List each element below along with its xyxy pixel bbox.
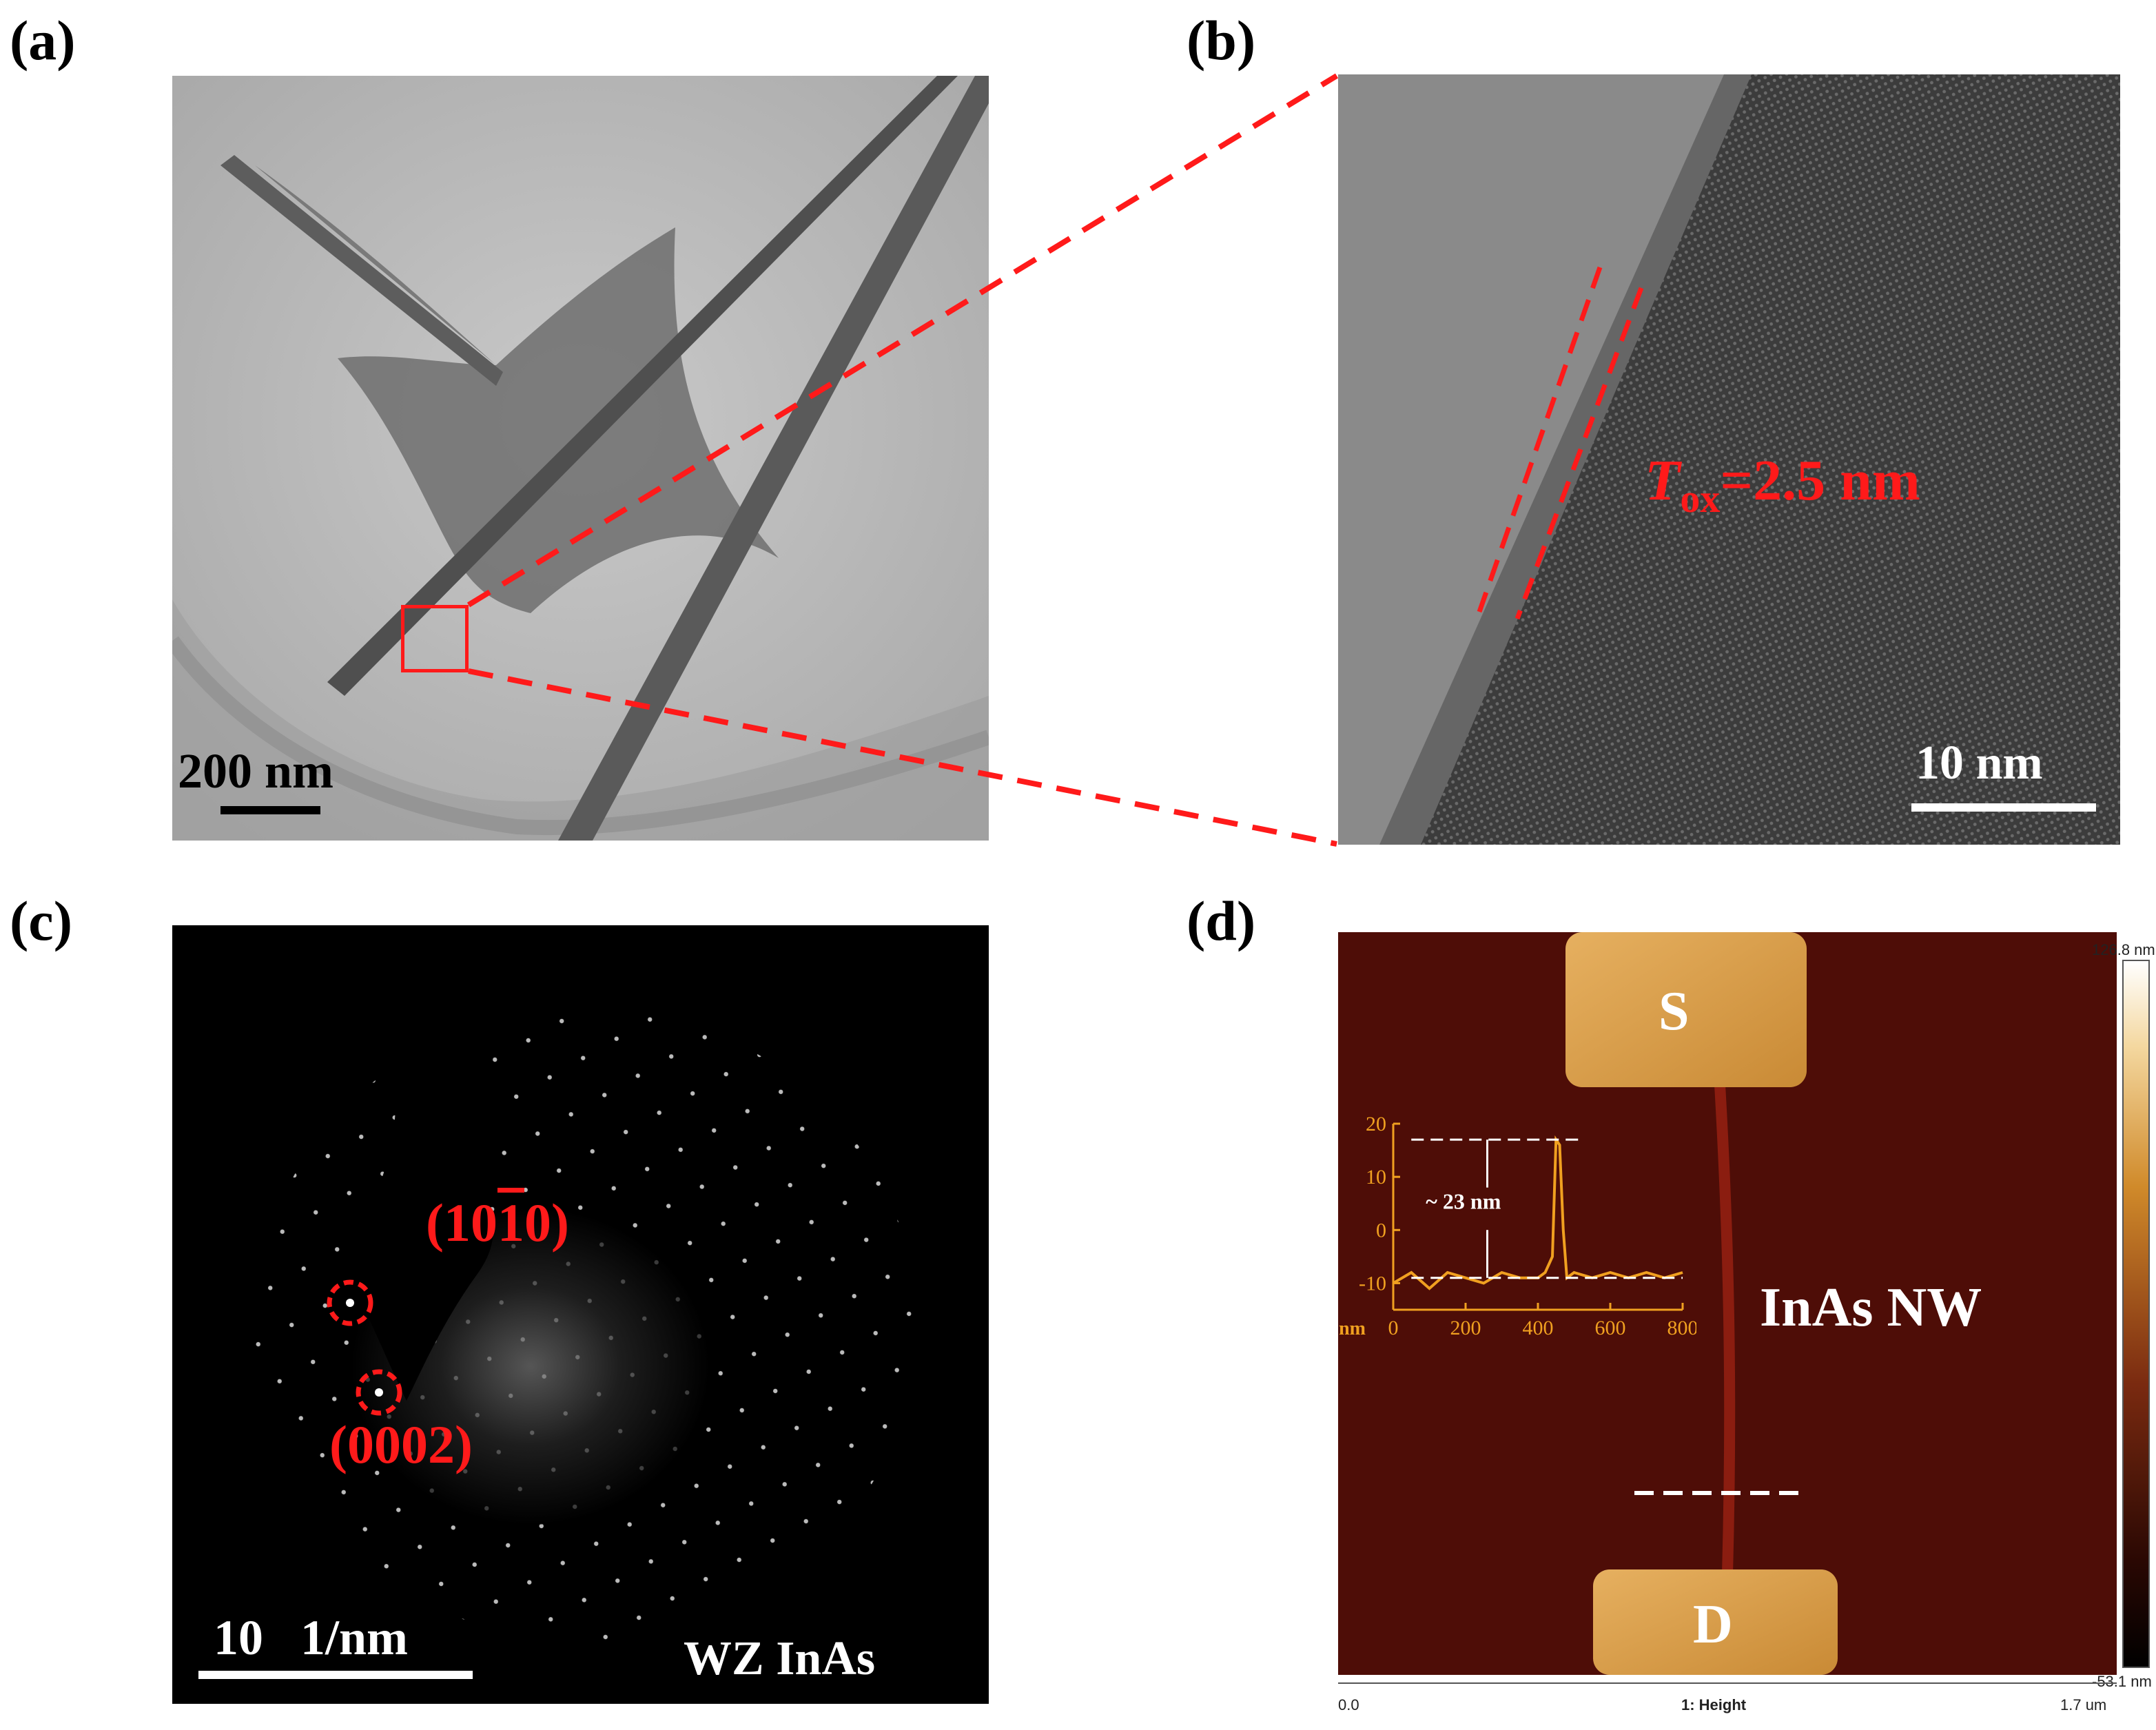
caption-inas-nw: InAs NW xyxy=(1760,1277,1982,1338)
inset-y-tick-label: 0 xyxy=(1376,1219,1386,1242)
miller-index-1010-start: (10 xyxy=(426,1193,497,1253)
afm-image: S D InAs NW 20 10 0 -10 0 200 400 600 800 nm ~ 23 … xyxy=(1338,932,2117,1675)
inset-x-tick-label: 400 xyxy=(1523,1317,1554,1339)
afm-axis-center: 1: Height xyxy=(1681,1696,1747,1713)
inset-profile-line xyxy=(1392,1135,1683,1290)
hrtem-graphic xyxy=(1338,74,2120,845)
hrtem-image: Tox=2.5 nm 10 nm xyxy=(1338,74,2120,845)
thickness-symbol: T xyxy=(1645,449,1681,513)
miller-index-1010-bar-digit: 1 xyxy=(497,1193,524,1253)
tem-overview-graphic xyxy=(172,76,989,841)
diffraction-pattern-image: (1010) (0002) 10 1/nm WZ InAs xyxy=(172,925,989,1704)
drain-label: D xyxy=(1693,1594,1733,1655)
afm-graphic xyxy=(1338,932,2117,1675)
inset-y-tick-label: 20 xyxy=(1366,1113,1386,1135)
inset-x-tick-label: 0 xyxy=(1388,1317,1399,1339)
caption-wz-inas: WZ InAs xyxy=(684,1632,876,1685)
inset-x-tick-label: 600 xyxy=(1595,1317,1626,1339)
colorbar-min-label: -53.1 nm xyxy=(2092,1673,2152,1690)
miller-index-0002: (0002) xyxy=(329,1414,473,1474)
scale-bar-a xyxy=(220,806,320,814)
thickness-subscript: ox xyxy=(1680,475,1721,521)
panel-a-label: (a) xyxy=(10,9,76,72)
scale-bar-label-c: 10 1/nm xyxy=(214,1610,409,1665)
scale-bar-b xyxy=(1911,803,2096,812)
panel-b-label: (b) xyxy=(1187,9,1256,72)
scale-bar-label-a: 200 nm xyxy=(178,743,334,799)
inset-x-tick-label: 200 xyxy=(1450,1317,1481,1339)
height-colorbar xyxy=(2122,960,2150,1668)
height-profile-inset: 20 10 0 -10 0 200 400 600 800 nm ~ 23 nm xyxy=(1338,1103,1698,1351)
panel-d-label: (d) xyxy=(1187,889,1256,952)
scale-bar-label-b: 10 nm xyxy=(1916,737,2043,790)
tem-image-overview: 200 nm xyxy=(172,76,989,841)
miller-index-1010: (1010) xyxy=(426,1196,569,1250)
inset-x-tick-label: 800 xyxy=(1667,1317,1697,1339)
inset-y-tick-label: -10 xyxy=(1359,1272,1386,1295)
zoom-region-box xyxy=(401,605,469,672)
inset-y-tick-label: 10 xyxy=(1366,1166,1386,1188)
source-label: S xyxy=(1659,981,1690,1042)
afm-axis-right: 1.7 um xyxy=(2060,1696,2107,1713)
miller-index-1010-end: 0) xyxy=(524,1193,569,1253)
diffraction-graphic xyxy=(172,925,989,1704)
scale-bar-c xyxy=(198,1671,473,1679)
colorbar-max-label: 126.8 nm xyxy=(2092,941,2155,958)
inset-step-label: ~ 23 nm xyxy=(1426,1188,1501,1213)
thickness-value: =2.5 nm xyxy=(1720,449,1920,513)
afm-x-axis xyxy=(1338,1682,2117,1684)
afm-axis-left: 0.0 xyxy=(1338,1696,1359,1713)
panel-c-label: (c) xyxy=(10,889,73,952)
oxide-thickness-label: Tox=2.5 nm xyxy=(1645,452,1920,519)
inset-y-unit: nm xyxy=(1339,1318,1366,1339)
